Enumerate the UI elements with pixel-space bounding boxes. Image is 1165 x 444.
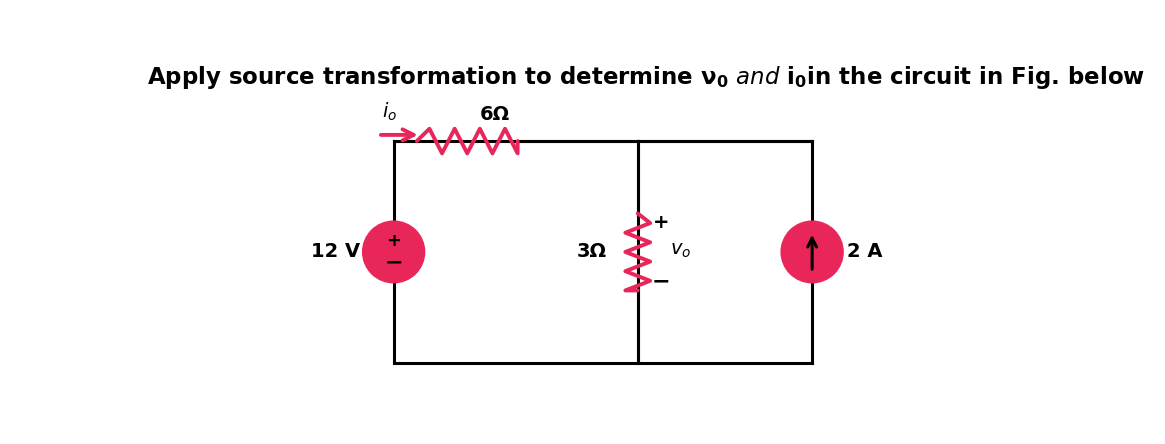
Text: +: +	[652, 213, 669, 232]
Text: Apply source transformation to determine $\mathbf{\nu_0}$ $\mathit{and}$ $\mathb: Apply source transformation to determine…	[147, 64, 1145, 91]
Circle shape	[781, 221, 843, 283]
Text: 2 A: 2 A	[847, 242, 883, 262]
Text: $\mathit{v_o}$: $\mathit{v_o}$	[670, 241, 692, 260]
Text: $i_o$: $i_o$	[382, 100, 397, 123]
Text: −: −	[384, 253, 403, 273]
Text: 3Ω: 3Ω	[577, 242, 606, 262]
Text: −: −	[651, 271, 670, 291]
Text: 12 V: 12 V	[311, 242, 360, 262]
Text: +: +	[386, 232, 401, 250]
Text: 6Ω: 6Ω	[479, 105, 509, 124]
Circle shape	[362, 221, 424, 283]
